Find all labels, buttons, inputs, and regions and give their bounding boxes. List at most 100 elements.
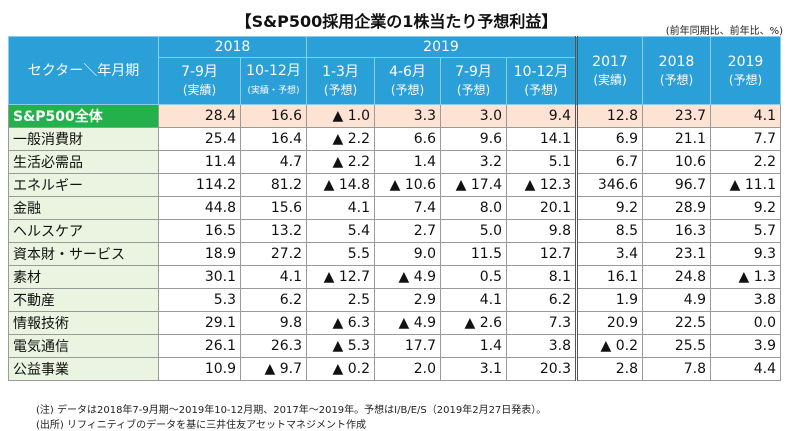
cell-value: ▲ 2.2 bbox=[306, 127, 375, 151]
column-note: (予想) bbox=[456, 83, 491, 97]
cell-value: 16.5 bbox=[158, 219, 241, 243]
cell-value: 5.7 bbox=[710, 219, 781, 243]
cell-value: 4.1 bbox=[710, 104, 781, 128]
sector-name: ヘルスケア bbox=[8, 219, 159, 243]
cell-value: 15.6 bbox=[240, 196, 307, 220]
cell-value: 7.4 bbox=[374, 196, 441, 220]
column-period: 2017 bbox=[592, 53, 628, 70]
table-row: 金融 44.8 15.6 4.1 7.4 8.0 20.1 9.2 28.9 9.2 bbox=[8, 196, 781, 220]
cell-value: 6.2 bbox=[506, 288, 577, 312]
source: (出所) リフィニティブのデータを基に三井住友アセットマネジメント作成 bbox=[36, 420, 366, 431]
column-note: (予想) bbox=[659, 72, 694, 87]
cell-value: 5.3 bbox=[158, 288, 241, 312]
cell-value: 9.4 bbox=[506, 104, 577, 128]
cell-value: 96.7 bbox=[642, 173, 711, 197]
column-note: (実績) bbox=[182, 83, 217, 97]
cell-value: 9.2 bbox=[710, 196, 781, 220]
cell-value: 25.5 bbox=[642, 334, 711, 358]
column-note: (予想) bbox=[323, 83, 358, 97]
column-header: 4-6月 (予想) bbox=[374, 57, 441, 105]
column-note: (実績・予想) bbox=[247, 86, 300, 96]
column-header: 1-3月 (予想) bbox=[306, 57, 375, 105]
cell-value: ▲ 11.1 bbox=[710, 173, 781, 197]
cell-value: ▲ 10.6 bbox=[374, 173, 441, 197]
table-row: 電気通信 26.1 26.3 ▲ 5.3 17.7 1.4 3.8 ▲ 0.2 25.5 3.9 bbox=[8, 334, 781, 358]
cell-value: 23.1 bbox=[642, 242, 711, 266]
column-header: 7-9月 (予想) bbox=[440, 57, 507, 105]
table-row: 情報技術 29.1 9.8 ▲ 6.3 ▲ 4.9 ▲ 2.6 7.3 20.9 22.5 0.0 bbox=[8, 311, 781, 335]
cell-value: 16.4 bbox=[240, 127, 307, 151]
cell-value: ▲ 6.3 bbox=[306, 311, 375, 335]
sector-name: 生活必需品 bbox=[8, 150, 159, 174]
table-row: S&P500全体 28.4 16.6 ▲ 1.0 3.3 3.0 9.4 12.8 23.7 4.… bbox=[8, 104, 781, 128]
unit-note: (前年同期比、前年比、%) bbox=[665, 26, 783, 37]
sector-name: 一般消費財 bbox=[8, 127, 159, 151]
cell-value: 5.4 bbox=[306, 219, 375, 243]
sector-name: 電気通信 bbox=[8, 334, 159, 358]
cell-value: 3.1 bbox=[440, 357, 507, 381]
cell-value: 4.1 bbox=[306, 196, 375, 220]
cell-value: ▲ 1.0 bbox=[306, 104, 375, 128]
cell-value: 2.9 bbox=[374, 288, 441, 312]
table-row: 一般消費財 25.4 16.4 ▲ 2.2 6.6 9.6 14.1 6.9 21.1 7.7 bbox=[8, 127, 781, 151]
cell-value: ▲ 12.7 bbox=[306, 265, 375, 289]
cell-value: 1.9 bbox=[575, 288, 643, 312]
sector-name: 資本財・サービス bbox=[8, 242, 159, 266]
cell-value: 6.7 bbox=[575, 150, 643, 174]
cell-value: 16.3 bbox=[642, 219, 711, 243]
year-group: 2018 bbox=[158, 36, 307, 58]
cell-value: 1.4 bbox=[374, 150, 441, 174]
cell-value: 20.3 bbox=[506, 357, 577, 381]
cell-value: ▲ 17.4 bbox=[440, 173, 507, 197]
cell-value: 0.5 bbox=[440, 265, 507, 289]
cell-value: ▲ 2.6 bbox=[440, 311, 507, 335]
table-row: 生活必需品 11.4 4.7 ▲ 2.2 1.4 3.2 5.1 6.7 10.6 2.2 bbox=[8, 150, 781, 174]
cell-value: 3.3 bbox=[374, 104, 441, 128]
cell-value: 13.2 bbox=[240, 219, 307, 243]
cell-value: 81.2 bbox=[240, 173, 307, 197]
cell-value: 27.2 bbox=[240, 242, 307, 266]
cell-value: 20.1 bbox=[506, 196, 577, 220]
cell-value: 21.1 bbox=[642, 127, 711, 151]
column-period: 2018 bbox=[658, 53, 695, 70]
cell-value: 14.1 bbox=[506, 127, 577, 151]
column-header: 2017 (実績) bbox=[575, 36, 643, 105]
table-row: 資本財・サービス 18.9 27.2 5.5 9.0 11.5 12.7 3.4 23.1 9.3 bbox=[8, 242, 781, 266]
cell-value: 3.9 bbox=[710, 334, 781, 358]
cell-value: 4.1 bbox=[440, 288, 507, 312]
cell-value: 12.7 bbox=[506, 242, 577, 266]
cell-value: 6.6 bbox=[374, 127, 441, 151]
cell-value: 44.8 bbox=[158, 196, 241, 220]
table-row: 不動産 5.3 6.2 2.5 2.9 4.1 6.2 1.9 4.9 3.8 bbox=[8, 288, 781, 312]
cell-value: 16.1 bbox=[575, 265, 643, 289]
cell-value: 11.4 bbox=[158, 150, 241, 174]
cell-value: 2.8 bbox=[575, 357, 643, 381]
column-period: 1-3月 bbox=[322, 64, 359, 80]
cell-value: ▲ 2.2 bbox=[306, 150, 375, 174]
cell-value: 30.1 bbox=[158, 265, 241, 289]
cell-value: 9.0 bbox=[374, 242, 441, 266]
cell-value: 4.9 bbox=[642, 288, 711, 312]
title: 【S&P500採用企業の1株当たり予想利益】 bbox=[235, 12, 558, 31]
cell-value: 16.6 bbox=[240, 104, 307, 128]
cell-value: 7.7 bbox=[710, 127, 781, 151]
column-header: 2019 (予想) bbox=[710, 36, 781, 105]
cell-value: 11.5 bbox=[440, 242, 507, 266]
cell-value: 9.8 bbox=[240, 311, 307, 335]
column-note: (実績) bbox=[593, 72, 627, 87]
sector-name: 素材 bbox=[8, 265, 159, 289]
sector-name: エネルギー bbox=[8, 173, 159, 197]
sector-name: S&P500全体 bbox=[8, 104, 159, 128]
cell-value: 2.0 bbox=[374, 357, 441, 381]
table-row: 公益事業 10.9 ▲ 9.7 ▲ 0.2 2.0 3.1 20.3 2.8 7.8 4.4 bbox=[8, 357, 781, 381]
cell-value: 9.8 bbox=[506, 219, 577, 243]
table-row: ヘルスケア 16.5 13.2 5.4 2.7 5.0 9.8 8.5 16.3 5.7 bbox=[8, 219, 781, 243]
cell-value: ▲ 9.7 bbox=[240, 357, 307, 381]
cell-value: 12.8 bbox=[575, 104, 643, 128]
column-note: (予想) bbox=[524, 83, 558, 97]
cell-value: 4.7 bbox=[240, 150, 307, 174]
column-period: 10-12月 bbox=[246, 63, 301, 79]
column-header: 10-12月 (実績・予想) bbox=[240, 57, 307, 105]
cell-value: ▲ 1.3 bbox=[710, 265, 781, 289]
